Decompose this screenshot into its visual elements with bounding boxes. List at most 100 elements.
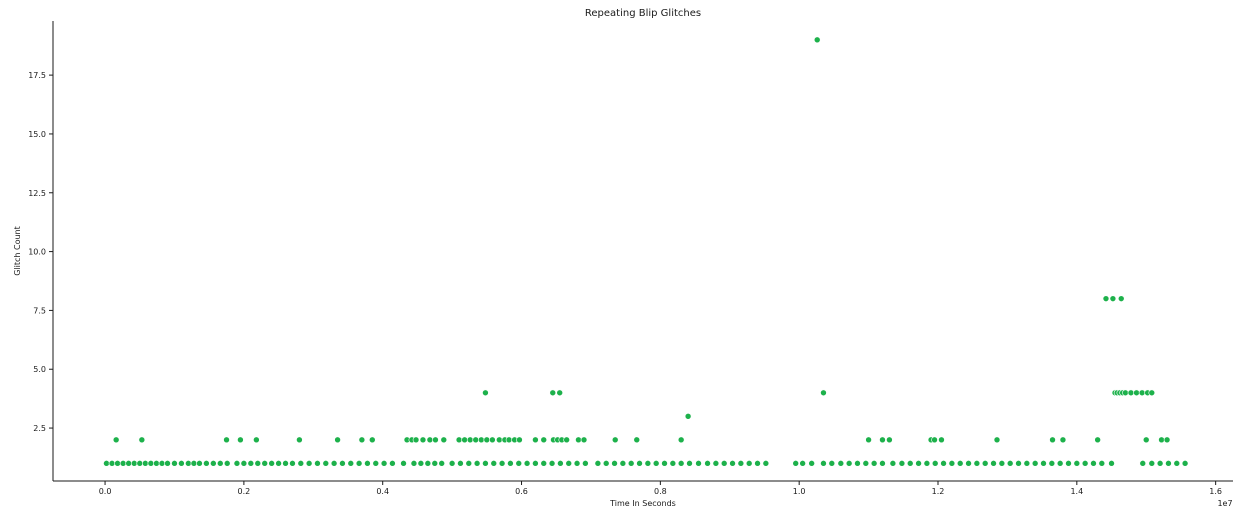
data-point xyxy=(594,460,602,467)
data-point xyxy=(1023,460,1031,467)
data-point xyxy=(364,460,371,467)
y-axis-label: Glitch Count xyxy=(13,226,22,276)
data-point xyxy=(762,460,770,467)
data-point xyxy=(171,460,178,467)
data-point xyxy=(837,460,845,467)
data-points xyxy=(103,36,1189,467)
x-tick-label: 1.6 xyxy=(1209,487,1222,496)
data-point xyxy=(931,460,939,467)
data-point xyxy=(1138,389,1146,397)
data-point xyxy=(862,460,870,467)
data-point xyxy=(125,460,132,467)
data-point xyxy=(119,460,127,467)
data-point xyxy=(938,436,945,444)
data-point xyxy=(1094,436,1101,444)
data-point xyxy=(1148,460,1156,467)
data-point xyxy=(879,436,886,444)
data-point xyxy=(322,460,330,467)
data-point xyxy=(261,460,269,467)
data-point xyxy=(627,460,635,467)
data-point xyxy=(282,460,289,467)
data-point xyxy=(886,436,893,444)
data-point xyxy=(490,460,498,467)
data-point xyxy=(153,460,160,467)
data-point xyxy=(1122,389,1129,397)
data-point xyxy=(973,460,981,467)
data-point xyxy=(563,436,570,444)
data-point xyxy=(582,460,589,467)
data-point xyxy=(948,460,956,467)
data-point xyxy=(556,389,564,397)
x-axis-ticks: 0.0 0.2 0.4 0.6 0.8 1.0 1.2 1.4 1.6 xyxy=(99,481,1222,496)
data-point xyxy=(532,436,539,444)
data-point xyxy=(889,460,897,467)
data-point xyxy=(216,460,224,467)
data-point xyxy=(507,460,514,467)
data-point xyxy=(147,460,155,467)
data-point xyxy=(347,460,355,467)
data-point xyxy=(466,436,474,444)
data-point xyxy=(956,460,964,467)
data-point xyxy=(233,460,241,467)
data-point xyxy=(1059,436,1067,444)
data-point xyxy=(712,460,720,467)
data-point xyxy=(677,436,685,444)
data-point xyxy=(865,436,872,444)
data-point xyxy=(465,460,473,467)
data-point xyxy=(158,460,166,467)
y-tick-label: 10.0 xyxy=(28,248,46,257)
data-point xyxy=(1049,436,1056,444)
x-tick-label: 1.2 xyxy=(932,487,945,496)
data-point xyxy=(636,460,643,467)
data-point xyxy=(1102,295,1110,302)
data-point xyxy=(1108,460,1115,467)
data-point xyxy=(1090,460,1097,467)
data-point xyxy=(611,436,619,444)
data-point xyxy=(906,460,914,467)
data-point xyxy=(1048,460,1056,467)
data-point xyxy=(549,389,557,397)
data-point xyxy=(223,436,230,444)
data-point xyxy=(1098,460,1106,467)
data-point xyxy=(828,460,836,467)
data-point xyxy=(417,460,425,467)
data-point xyxy=(305,460,313,467)
data-point xyxy=(136,460,144,467)
y-tick-label: 17.5 xyxy=(28,71,46,80)
data-point xyxy=(940,460,947,467)
data-point xyxy=(426,436,434,444)
data-point xyxy=(548,460,556,467)
data-point xyxy=(1015,460,1022,467)
data-point xyxy=(1158,436,1165,444)
data-point xyxy=(185,460,192,467)
data-point xyxy=(330,460,338,467)
data-point xyxy=(196,460,203,467)
data-point xyxy=(424,460,432,467)
x-tick-label: 0.8 xyxy=(654,487,667,496)
data-point xyxy=(523,460,531,467)
data-point xyxy=(870,460,878,467)
data-point xyxy=(482,389,489,397)
data-point xyxy=(210,460,217,467)
data-point xyxy=(808,460,815,467)
y-axis-ticks: 2.5 5.0 7.5 10.0 12.5 15.0 17.5 xyxy=(28,71,53,433)
data-point xyxy=(223,460,231,467)
y-tick-label: 12.5 xyxy=(28,189,46,198)
data-point xyxy=(1148,389,1156,397)
data-point xyxy=(792,460,800,467)
data-point xyxy=(1163,436,1171,444)
data-point xyxy=(532,460,539,467)
data-point xyxy=(813,36,821,44)
data-point xyxy=(275,460,282,467)
data-point xyxy=(438,460,446,467)
data-point xyxy=(108,460,116,467)
data-point xyxy=(240,460,248,467)
data-point xyxy=(457,460,464,467)
data-point xyxy=(400,460,407,467)
data-point xyxy=(455,436,463,444)
data-point xyxy=(339,460,346,467)
data-point xyxy=(1181,460,1189,467)
data-point xyxy=(737,460,745,467)
x-tick-label: 0.0 xyxy=(99,487,112,496)
